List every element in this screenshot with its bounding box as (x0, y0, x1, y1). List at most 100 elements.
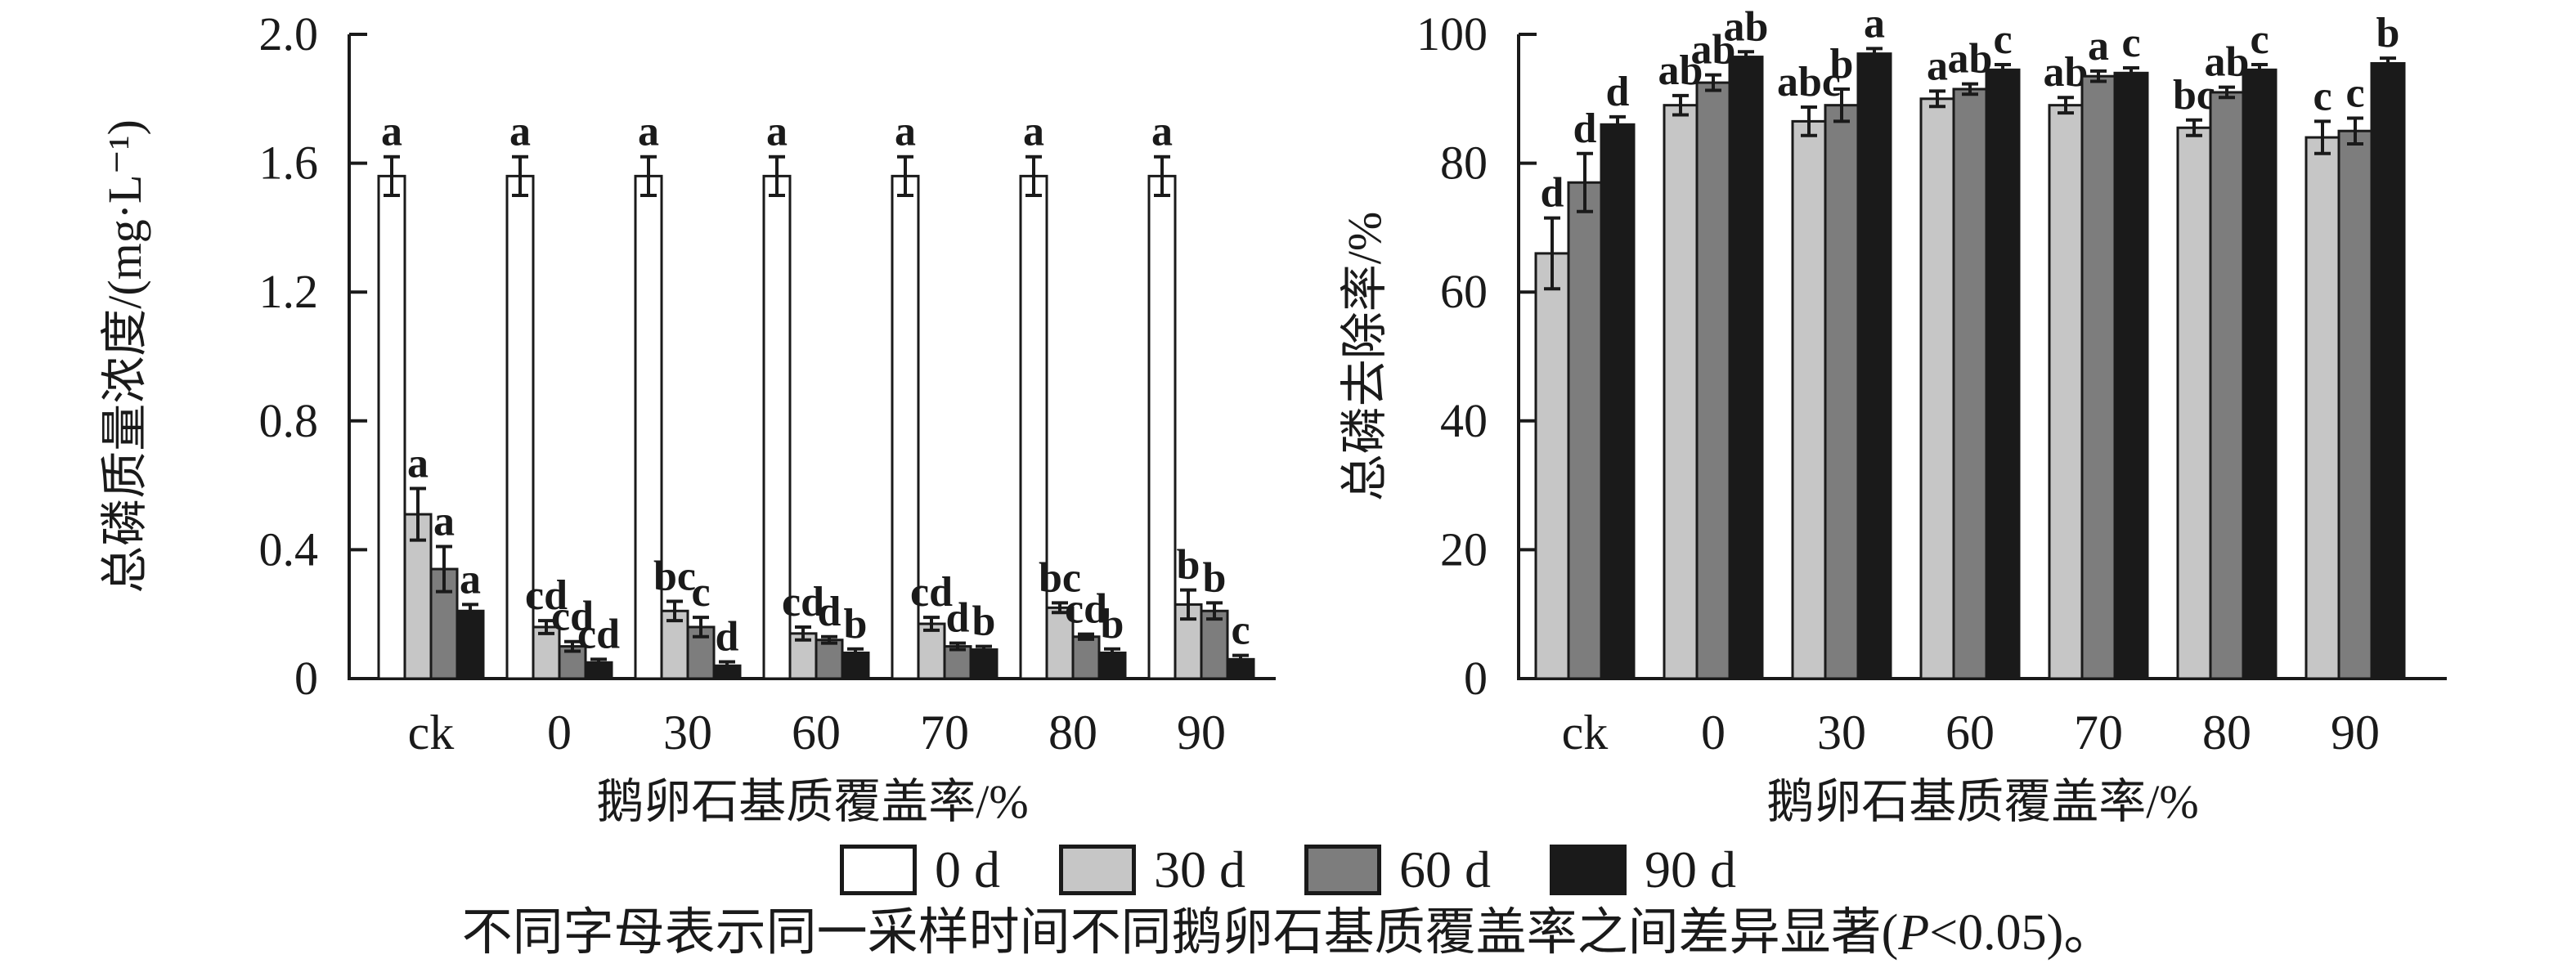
significance-letter: ab (2044, 49, 2089, 96)
y-axis-title: 总磷去除率/% (1338, 212, 1391, 501)
legend-label: 30 d (1154, 840, 1245, 899)
y-tick-label: 100 (1416, 7, 1488, 60)
y-tick-label: 0.4 (259, 522, 319, 576)
significance-letter: a (766, 109, 788, 155)
y-tick-label: 80 (1440, 137, 1488, 190)
x-tick-label: 0 (547, 706, 572, 760)
significance-letter: ab (2205, 39, 2250, 86)
significance-letter: c (2345, 69, 2364, 116)
x-tick-label: 30 (1817, 706, 1866, 760)
bar-0d-0 (505, 174, 535, 680)
x-tick-label: ck (408, 706, 455, 760)
bar-0d-60 (762, 174, 792, 680)
bar-90d-70 (2113, 71, 2149, 680)
x-tick-label: 30 (663, 706, 712, 760)
chart-tp-concentration: 00.40.81.21.62.0aaaackacdcdcd0abccd30acd… (98, 7, 1276, 826)
bar-60d-0 (1695, 81, 1731, 680)
significance-letter: b (1177, 542, 1200, 589)
bar-30d-70 (2048, 104, 2084, 680)
legend-swatch-30d (1059, 845, 1136, 895)
legend-swatch-60d (1304, 845, 1381, 895)
legend: 0 d 30 d 60 d 90 d (0, 844, 2576, 896)
y-tick-label: 0 (294, 652, 318, 705)
significance-letter: cd (551, 594, 594, 640)
significance-letter: a (407, 441, 429, 487)
x-axis-title: 鹅卵石基质覆盖率/% (1766, 775, 2198, 826)
significance-letter: b (1203, 554, 1227, 601)
legend-label: 0 d (935, 840, 1000, 899)
significance-letter: d (946, 595, 970, 642)
significance-letter: c (2250, 16, 2269, 63)
significance-letter: cd (577, 611, 620, 657)
charts-row: 0 0.4 0.8 1.2 1.6 2.0 a a a a ck a cd cd cd 0 a bc c d 30 a cd… (98, 0, 2447, 826)
y-tick-label: 1.6 (259, 137, 319, 190)
bar-30d-30 (1791, 119, 1827, 680)
x-tick-label: 80 (1048, 706, 1097, 760)
significance-letter: d (716, 614, 739, 661)
significance-letter: abc (1777, 59, 1841, 105)
caption-text-before: 不同字母表示同一采样时间不同鹅卵石基质覆盖率之间差异显著( (461, 905, 1899, 961)
significance-letter: bc (1039, 554, 1081, 601)
legend-label: 60 d (1399, 840, 1491, 899)
significance-letter: a (460, 556, 481, 603)
bar-0d-80 (1019, 174, 1048, 680)
significance-letter: a (1864, 0, 1885, 47)
significance-letter: d (1606, 69, 1630, 115)
caption-text-after: <0.05)。 (1929, 905, 2115, 961)
significance-letter: b (2376, 10, 2400, 56)
legend-swatch-0d (840, 845, 917, 895)
significance-letter: b (1101, 601, 1124, 648)
significance-letter: d (818, 589, 841, 635)
bar-0d-90 (1147, 174, 1177, 680)
bar-90d-ck (1600, 123, 1636, 680)
bar-60d-90 (2337, 129, 2373, 680)
y-tick-label: 1.2 (259, 265, 319, 318)
x-tick-label: 90 (2331, 706, 2380, 760)
bar-0d-30 (634, 174, 663, 680)
significance-letter: c (2121, 20, 2140, 66)
significance-letter: a (2088, 23, 2109, 69)
x-tick-label: 80 (2202, 706, 2251, 760)
significance-letter: a (509, 109, 531, 155)
significance-letter: a (381, 109, 402, 155)
y-tick-label: 40 (1440, 394, 1488, 447)
bar-90d-90 (2370, 61, 2406, 680)
bar-90d-60 (1985, 68, 2021, 680)
bar-60d-80 (2209, 91, 2245, 680)
y-tick-label: 2.0 (259, 7, 319, 60)
x-axis-title: 鹅卵石基质覆盖率/% (596, 775, 1028, 826)
x-tick-label: 90 (1177, 706, 1226, 760)
significance-letter: bc (653, 553, 696, 599)
y-tick-label: 20 (1440, 522, 1488, 576)
bar-60d-ck (1567, 181, 1603, 680)
legend-item-90d: 90 d (1550, 844, 1736, 896)
bar-60d-90 (1200, 609, 1229, 680)
bar-30d-80 (2176, 126, 2212, 680)
significance-letter: a (433, 498, 455, 544)
significance-letter: c (2313, 73, 2331, 119)
significance-letter: bc (2173, 72, 2215, 119)
bar-60d-60 (815, 639, 844, 680)
y-tick-label: 0 (1464, 652, 1488, 705)
bar-30d-70 (917, 622, 946, 680)
significance-letter: c (1231, 607, 1250, 654)
legend-swatch-90d (1550, 845, 1627, 895)
significance-letter: c (691, 569, 710, 616)
significance-letter: a (895, 109, 916, 155)
x-tick-label: 0 (1701, 706, 1726, 760)
y-tick-label: 0.8 (259, 394, 319, 447)
significance-letter: b (844, 601, 868, 648)
significance-letter: ab (1691, 27, 1736, 74)
bar-30d-0 (1663, 104, 1699, 680)
significance-letter: ab (1948, 36, 1993, 83)
bar-60d-70 (2080, 74, 2116, 680)
bar-60d-70 (943, 645, 972, 680)
significance-letter: cd (910, 569, 953, 616)
x-tick-label: ck (1562, 706, 1609, 760)
bar-60d-60 (1952, 87, 1988, 680)
caption: 不同字母表示同一采样时间不同鹅卵石基质覆盖率之间差异显著(P<0.05)。 (0, 904, 2576, 962)
bar-60d-80 (1071, 635, 1101, 680)
legend-label: 90 d (1645, 840, 1736, 899)
significance-letter: b (1830, 41, 1854, 87)
